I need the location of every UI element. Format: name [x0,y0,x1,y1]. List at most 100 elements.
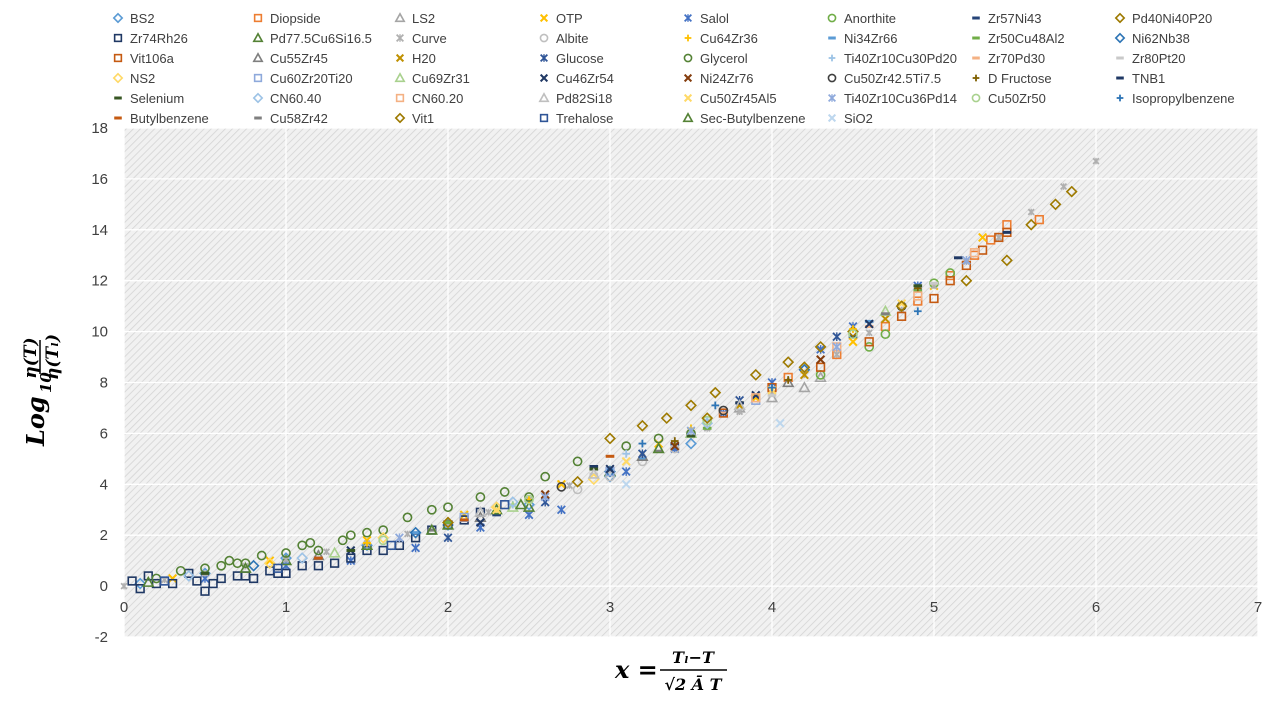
data-point [540,471,551,482]
data-point [281,548,291,558]
data-point [168,573,178,584]
data-point [798,381,811,393]
data-point [864,337,874,347]
legend-marker [684,34,692,42]
legend-marker [828,94,836,102]
data-point [200,586,210,596]
legend-item: OTP [539,11,583,26]
y-axis-title-base: 10 [37,372,55,393]
data-point [279,554,293,566]
legend-label: Cu46Zr54 [556,71,614,86]
legend-label: Ni24Zr76 [700,71,753,86]
legend-item: SiO2 [827,111,873,126]
y-axis-title-prefix: Log [21,396,50,447]
data-point [1027,208,1035,216]
legend-label: Cu58Zr42 [270,111,328,126]
legend-label: Isopropylbenzene [1132,91,1235,106]
data-point [362,527,372,538]
data-point [565,482,574,490]
data-point [604,432,616,445]
data-point [798,361,811,374]
data-point [1092,157,1100,165]
legend-marker [827,73,837,83]
data-point [443,502,453,513]
y-tick-label: -2 [95,629,108,646]
data-point [1065,185,1078,198]
y-axis-title-numerator: η(T) [21,337,41,378]
data-point [605,471,615,482]
legend-label: NS2 [130,71,155,86]
data-point [1034,214,1044,225]
y-axis-title-denominator: η(Tₗ) [43,334,63,380]
data-point [751,390,761,400]
series-pd40ni40p20 [604,185,1078,445]
legend-label: Ni34Zr66 [844,31,897,46]
legend-marker [113,53,123,63]
data-point [1049,198,1062,211]
x-tick-label: 7 [1254,599,1262,616]
legend-item: Selenium [114,91,184,106]
data-point [143,571,153,581]
legend-item: Anorthite [827,11,896,26]
legend-item: Cu69Zr31 [394,71,470,86]
legend-item: CN60.40 [252,91,321,106]
data-point [833,350,841,359]
data-point [329,558,340,568]
legend-item: Cu60Zr20Ti20 [253,71,353,86]
data-point [637,449,647,459]
data-point [775,418,785,428]
data-point [945,276,955,286]
legend-marker [538,92,550,103]
legend-marker [539,113,549,123]
legend-label: Salol [700,11,729,26]
data-point [880,329,891,340]
y-tick-label: 0 [100,578,108,595]
data-point [474,505,487,517]
legend-label: Selenium [130,91,184,106]
legend-item: BS2 [112,11,155,26]
legend-label: Ni62Nb38 [1132,31,1190,46]
data-point [572,484,583,495]
legend-marker [683,53,693,63]
legend-item: LS2 [394,11,435,26]
legend-label: Pd77.5Cu6Si16.5 [270,31,372,46]
legend-item: Salol [684,11,729,26]
data-point [782,376,795,388]
series-pd82si18 [474,398,746,517]
legend-marker [1116,94,1124,102]
legend-label: Cu69Zr31 [412,71,470,86]
data-point [240,558,251,569]
data-point [556,481,567,492]
data-point [281,568,291,579]
data-point [394,533,404,543]
data-point [500,500,510,510]
legend-label: Glucose [556,51,604,66]
gridlines [123,127,1259,638]
legend-item: Glucose [540,51,604,66]
data-point [621,467,631,477]
y-tick-label: 18 [91,120,108,137]
data-point [378,535,389,546]
legend-label: TNB1 [1132,71,1165,86]
legend-item: Sec-Butylbenzene [682,111,806,126]
legend-marker [682,112,694,123]
data-point [702,415,713,426]
series-cu50zr50 [378,329,858,546]
data-point [345,530,356,541]
series-butylbenzene [314,454,615,560]
data-point [864,341,875,352]
data-point [459,510,469,520]
data-point [994,232,1004,243]
data-point [182,569,195,582]
legend-marker [112,12,124,24]
legend-marker [539,33,549,43]
data-point [475,492,486,502]
legend-item: H20 [395,51,436,66]
data-point [506,496,519,509]
data-point [913,296,923,306]
y-tick-label: 2 [100,527,108,544]
data-point [556,479,566,489]
legend-label: Butylbenzene [130,111,209,126]
data-point [134,577,147,590]
